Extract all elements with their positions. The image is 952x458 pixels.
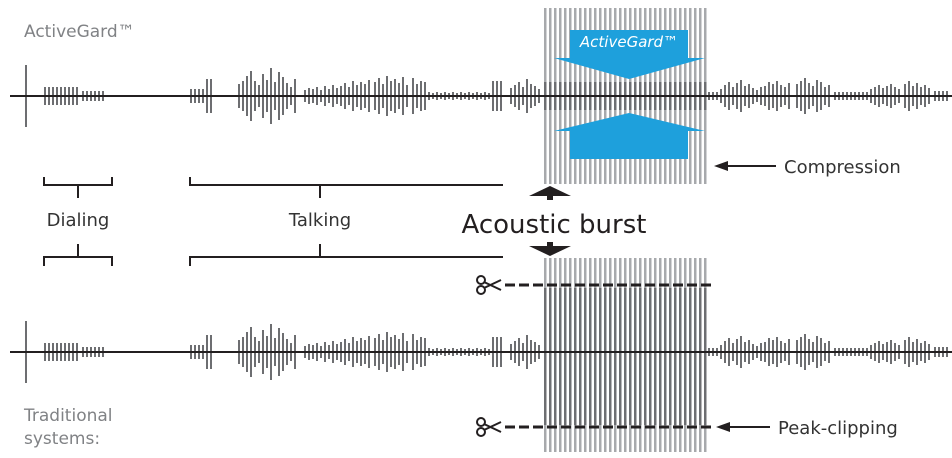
burst-core-bar — [659, 288, 662, 425]
burst-core-bar — [594, 288, 597, 425]
burst-core-bar — [614, 288, 617, 425]
burst-core-bar — [604, 288, 607, 425]
scissors-icon — [476, 417, 502, 437]
burst-core-bar — [609, 288, 612, 425]
talking-bracket-bottom — [189, 244, 503, 266]
dialing-bracket-top — [43, 177, 113, 198]
activegard-label: ActiveGard™ — [24, 22, 135, 42]
talking-bracket-top — [189, 177, 503, 198]
burst-core-bar — [579, 288, 582, 425]
burst-core-bar — [624, 288, 627, 425]
activegard-badge: ActiveGard™ — [579, 33, 678, 51]
burst-core-bar — [634, 288, 637, 425]
arrow-left-icon — [714, 161, 776, 171]
burst-core-bar — [554, 288, 557, 425]
burst-core-bar — [674, 288, 677, 425]
peak-clipping-label: Peak-clipping — [778, 418, 898, 439]
arrow-left-icon — [716, 422, 770, 432]
burst-core-bar — [629, 288, 632, 425]
burst-core-bar — [564, 288, 567, 425]
burst-core-bar — [679, 288, 682, 425]
acoustic-burst-label: Acoustic burst — [462, 210, 647, 240]
burst-core-bar — [589, 288, 592, 425]
compression-label: Compression — [784, 157, 901, 178]
burst-core-bar — [699, 288, 702, 425]
burst-core-bar — [689, 288, 692, 425]
burst-core-bar — [664, 288, 667, 425]
dialing-label: Dialing — [47, 210, 110, 231]
compression-arrow-up — [554, 113, 705, 159]
burst-core-bar — [569, 288, 572, 425]
double-arrow-up-down-icon — [529, 186, 571, 256]
burst-core-bar — [549, 288, 552, 425]
burst-core-bar — [684, 288, 687, 425]
burst-core-bar — [649, 288, 652, 425]
burst-core-bar — [619, 288, 622, 425]
compression-arrow-down — [554, 30, 705, 79]
talking-label: Talking — [288, 210, 351, 231]
burst-core-bar — [669, 288, 672, 425]
burst-core-bar — [584, 288, 587, 425]
burst-core-bar — [574, 288, 577, 425]
burst-core-bar — [654, 288, 657, 425]
traditional-burst-clipped — [544, 258, 707, 452]
scissors-icon — [476, 275, 502, 295]
traditional-label-line2: systems: — [24, 429, 100, 449]
burst-core-bar — [694, 288, 697, 425]
burst-core-bar — [544, 288, 547, 425]
burst-core-bar — [644, 288, 647, 425]
burst-core-bar — [639, 288, 642, 425]
burst-core-bar — [599, 288, 602, 425]
dialing-bracket-bottom — [43, 244, 113, 266]
traditional-label-line1: Traditional — [23, 406, 113, 426]
compression-arrows: ActiveGard™ — [554, 30, 705, 159]
burst-core-bar — [704, 288, 707, 425]
burst-core-bar — [559, 288, 562, 425]
